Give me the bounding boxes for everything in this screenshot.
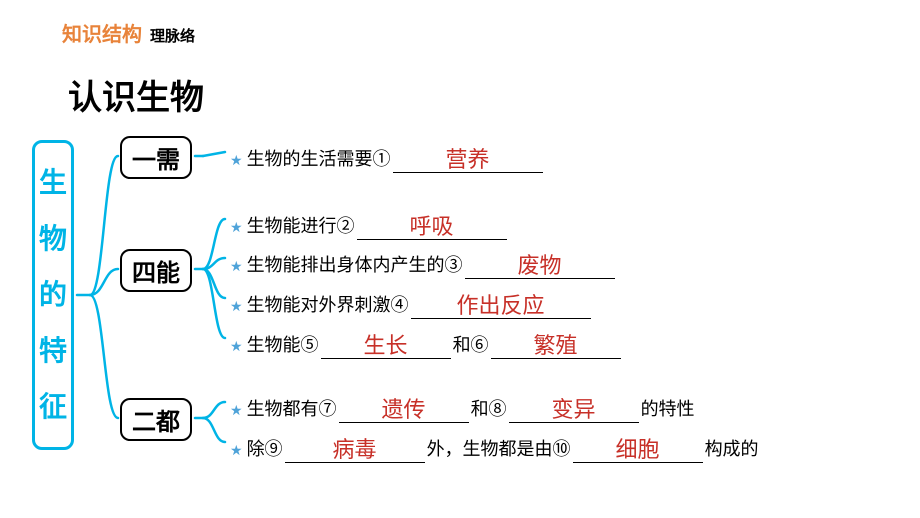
item-prefix: 生物能进行②	[247, 212, 355, 238]
root-char: 的	[39, 267, 67, 323]
answer-text: 作出反应	[457, 293, 545, 318]
item-prefix: 除⑨	[247, 435, 283, 461]
bullet-star-icon: ★	[230, 298, 243, 315]
item-prefix: 生物的生活需要①	[247, 145, 391, 171]
root-char: 征	[39, 379, 67, 435]
fill-blank: 呼吸	[357, 207, 507, 240]
answer-text: 营养	[446, 147, 490, 172]
item-prefix: 生物能对外界刺激④	[247, 291, 409, 317]
fill-blank: 遗传	[339, 390, 469, 423]
item-line: ★生物能进行② 呼吸	[230, 207, 509, 240]
item-mid: 和⑧	[471, 395, 507, 421]
page-title: 认识生物	[68, 70, 204, 119]
fill-blank: 病毒	[285, 430, 425, 463]
bullet-star-icon: ★	[230, 442, 243, 459]
bullet-star-icon: ★	[230, 152, 243, 169]
answer-text: 废物	[518, 253, 562, 278]
item-mid: 和⑥	[453, 331, 489, 357]
item-line: ★生物能排出身体内产生的③ 废物	[230, 246, 617, 279]
category-box: 四能	[120, 249, 192, 292]
bullet-star-icon: ★	[230, 258, 243, 275]
header: 知识结构 理脉络	[62, 18, 195, 47]
fill-blank: 废物	[465, 246, 615, 279]
answer-text: 变异	[552, 397, 596, 422]
fill-blank: 营养	[393, 140, 543, 173]
item-mid: 外，生物都是由⑩	[427, 435, 571, 461]
item-line: ★除⑨ 病毒 外，生物都是由⑩ 细胞 构成的	[230, 430, 759, 463]
bullet-star-icon: ★	[230, 338, 243, 355]
category-box: 一需	[120, 136, 192, 179]
item-line: ★生物的生活需要① 营养	[230, 140, 545, 173]
fill-blank: 细胞	[573, 430, 703, 463]
item-line: ★生物能⑤ 生长 和⑥ 繁殖	[230, 326, 623, 359]
header-main: 知识结构	[62, 18, 142, 47]
item-suffix: 的特性	[641, 395, 695, 421]
category-box: 二都	[120, 398, 192, 441]
item-prefix: 生物都有⑦	[247, 395, 337, 421]
root-char: 物	[39, 211, 67, 267]
root-char: 生	[39, 155, 67, 211]
item-suffix: 构成的	[705, 435, 759, 461]
item-line: ★生物都有⑦ 遗传 和⑧ 变异 的特性	[230, 390, 695, 423]
bullet-star-icon: ★	[230, 402, 243, 419]
fill-blank: 繁殖	[491, 326, 621, 359]
item-line: ★生物能对外界刺激④ 作出反应	[230, 286, 593, 319]
root-char: 特	[39, 323, 67, 379]
fill-blank: 变异	[509, 390, 639, 423]
item-prefix: 生物能⑤	[247, 331, 319, 357]
answer-text: 呼吸	[410, 214, 454, 239]
answer-text: 遗传	[382, 397, 426, 422]
answer-text: 繁殖	[534, 333, 578, 358]
fill-blank: 作出反应	[411, 286, 591, 319]
answer-text: 细胞	[616, 437, 660, 462]
root-box: 生物的特征	[32, 140, 74, 450]
fill-blank: 生长	[321, 326, 451, 359]
bullet-star-icon: ★	[230, 219, 243, 236]
answer-text: 病毒	[333, 437, 377, 462]
header-sub: 理脉络	[150, 25, 195, 46]
item-prefix: 生物能排出身体内产生的③	[247, 251, 463, 277]
answer-text: 生长	[364, 333, 408, 358]
